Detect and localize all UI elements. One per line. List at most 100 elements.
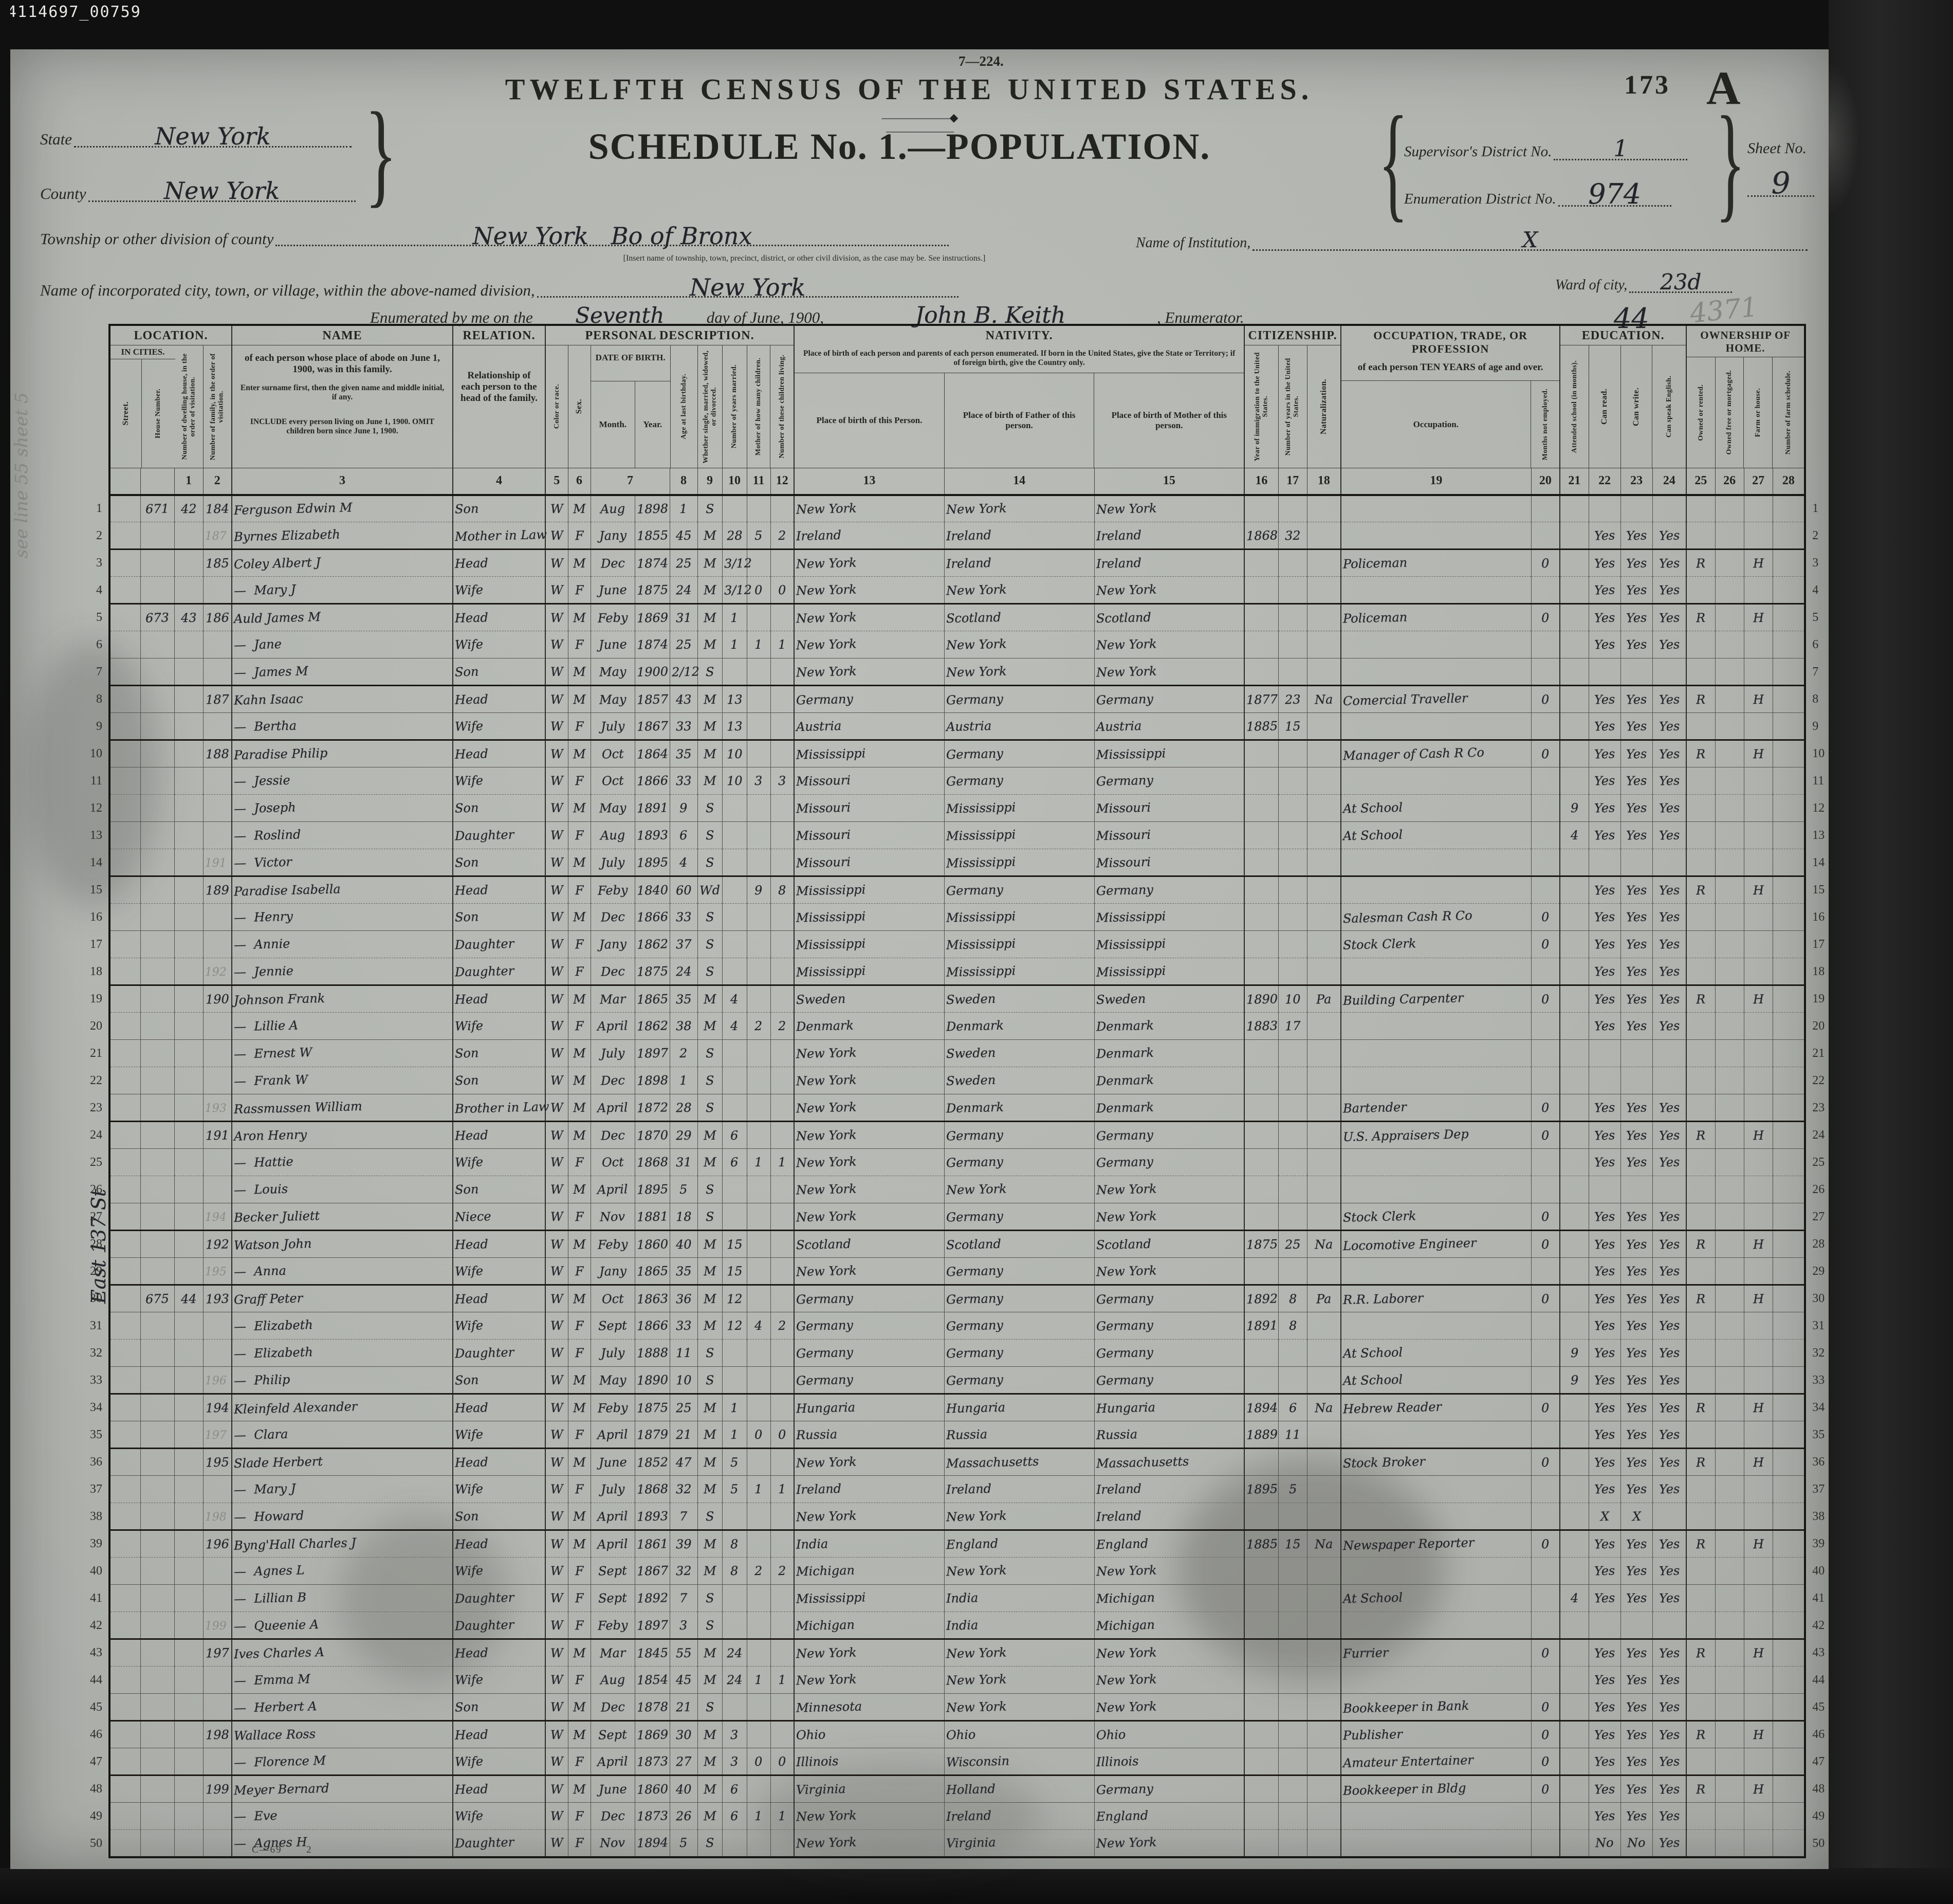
cell-color-race: W bbox=[545, 548, 568, 577]
cell-owned-or-rented bbox=[1686, 495, 1716, 522]
cell-age: 18 bbox=[669, 1203, 697, 1231]
cell-name: Aron Henry bbox=[231, 1121, 453, 1149]
handwritten-entry: W bbox=[550, 1455, 563, 1470]
cell-can-write: Yes bbox=[1620, 1284, 1653, 1312]
handwritten-entry: Missouri bbox=[1096, 854, 1151, 870]
handwritten-entry: Paradise Philip bbox=[233, 745, 328, 762]
handwritten-entry: M bbox=[703, 692, 716, 707]
cell-farm-schedule bbox=[1772, 1012, 1807, 1040]
handwritten-entry: Oct bbox=[601, 1155, 624, 1170]
cell-dwelling-number bbox=[174, 658, 203, 686]
cell-farm-schedule bbox=[1772, 603, 1807, 631]
cell-line-number: 18 bbox=[90, 964, 102, 978]
cell-can-read: Yes bbox=[1588, 930, 1621, 958]
handwritten-entry: 9 bbox=[1570, 800, 1579, 816]
cell-age: 32 bbox=[669, 1475, 697, 1503]
cell-immigration-year bbox=[1244, 1067, 1279, 1094]
cell-years-in-us bbox=[1278, 1121, 1307, 1149]
cell-sex: F bbox=[567, 1421, 591, 1449]
cell-school-months bbox=[1559, 1638, 1589, 1667]
cell-immigration-year bbox=[1244, 603, 1279, 631]
cell-farm-schedule bbox=[1772, 930, 1807, 958]
cell-color-race: W bbox=[545, 1148, 568, 1176]
cell-street bbox=[108, 1666, 140, 1694]
handwritten-entry: Head bbox=[454, 1400, 489, 1416]
cell-street bbox=[108, 875, 140, 904]
handwritten-entry: F bbox=[575, 1155, 584, 1170]
cell-occupation: Stock Broker bbox=[1340, 1448, 1532, 1476]
cell-birthplace-person: New York bbox=[794, 548, 945, 577]
cell-occupation bbox=[1340, 767, 1532, 795]
cell-children-born bbox=[746, 903, 770, 931]
cell-birth-year: 1870 bbox=[634, 1121, 670, 1149]
cell-occupation: At School bbox=[1340, 794, 1532, 822]
handwritten-entry: Germany bbox=[946, 1127, 1003, 1143]
cell-age: 1 bbox=[669, 495, 697, 522]
cell-years-married bbox=[722, 958, 747, 985]
cell-can-read: Yes bbox=[1588, 794, 1621, 822]
handwritten-entry: 2 bbox=[754, 1018, 763, 1034]
handwritten-entry: Yes bbox=[1659, 964, 1680, 979]
handwritten-entry: Ohio bbox=[1096, 1727, 1126, 1743]
handwritten-entry: Yes bbox=[1594, 692, 1615, 707]
cell-relation: Wife bbox=[452, 1148, 545, 1176]
name-group-header: NAME of each person whose place of abode… bbox=[231, 324, 453, 468]
cell-can-write: Yes bbox=[1620, 1257, 1653, 1285]
cell-naturalization bbox=[1306, 821, 1341, 849]
cell-years-married: 1 bbox=[722, 1421, 747, 1449]
cell-line-number: 14 bbox=[1812, 855, 1825, 869]
handwritten-entry: Becker Juliett bbox=[233, 1208, 320, 1225]
cell-marital-status: M bbox=[697, 739, 722, 767]
cell-years-in-us bbox=[1278, 958, 1307, 985]
ink-family-number: 185 bbox=[205, 555, 229, 571]
handwritten-entry: 43 bbox=[180, 610, 197, 625]
handwritten-entry: F bbox=[575, 1481, 584, 1497]
handwritten-entry: H bbox=[1753, 556, 1764, 571]
handwritten-entry: April bbox=[597, 1018, 629, 1034]
handwritten-entry: Pa bbox=[1316, 1291, 1332, 1306]
cell-name: Kahn Isaac bbox=[231, 685, 453, 713]
cell-months-not-employed bbox=[1531, 794, 1560, 822]
cell-line-number: 40 bbox=[1812, 1564, 1825, 1578]
cell-children-born bbox=[746, 1612, 770, 1639]
cell-immigration-year: 1875 bbox=[1244, 1230, 1279, 1258]
handwritten-entry: New York bbox=[1096, 664, 1157, 680]
handwritten-entry: Yes bbox=[1626, 1128, 1647, 1143]
cell-birth-month: June bbox=[590, 576, 635, 604]
cell-name: — Florence M bbox=[231, 1748, 453, 1775]
handwritten-entry: Yes bbox=[1594, 1345, 1615, 1361]
cell-children-living bbox=[770, 739, 795, 767]
cell-owned-free-mortgaged bbox=[1715, 1529, 1744, 1558]
cell-family-number bbox=[202, 1176, 232, 1203]
cell-birthplace-father: New York bbox=[944, 576, 1095, 604]
handwritten-entry: Scotland bbox=[946, 1236, 1001, 1252]
cell-line-number: 14 bbox=[90, 855, 102, 869]
column-number-19: 19 bbox=[1340, 468, 1532, 496]
handwritten-entry: 1889 bbox=[1246, 1426, 1278, 1442]
cell-birth-month: Sept bbox=[590, 1557, 635, 1585]
cell-birth-month: Dec bbox=[590, 903, 635, 931]
cell-immigration-year bbox=[1244, 1148, 1279, 1176]
handwritten-entry: Mar bbox=[599, 1645, 626, 1661]
cell-can-write: Yes bbox=[1620, 631, 1653, 658]
cell-line-number: 44 bbox=[1812, 1673, 1825, 1687]
cell-farm-or-house: H bbox=[1743, 1284, 1773, 1312]
handwritten-entry: Hungaria bbox=[1096, 1400, 1155, 1416]
cell-years-married bbox=[722, 1067, 747, 1094]
cell-birth-year: 1866 bbox=[634, 903, 670, 931]
cell-street bbox=[108, 1067, 140, 1094]
handwritten-entry: Yes bbox=[1659, 909, 1680, 925]
handwritten-entry: W bbox=[550, 1100, 563, 1115]
cell-immigration-year bbox=[1244, 1666, 1279, 1694]
cell-family-number: 186 bbox=[202, 603, 232, 631]
cell-name: — Roslind bbox=[231, 821, 453, 849]
cell-marital-status: M bbox=[697, 1012, 722, 1040]
dwelling-number-column-label: Number of dwelling house, in the order o… bbox=[181, 353, 197, 460]
handwritten-entry: Germany bbox=[1096, 1127, 1153, 1143]
handwritten-entry: 25 bbox=[675, 637, 692, 652]
cell-line-number: 27 bbox=[90, 1210, 102, 1223]
handwritten-entry: Mississippi bbox=[796, 936, 866, 953]
cell-children-living bbox=[770, 1638, 795, 1667]
cell-naturalization bbox=[1306, 603, 1341, 631]
cell-line-number: 46 bbox=[1812, 1727, 1825, 1741]
